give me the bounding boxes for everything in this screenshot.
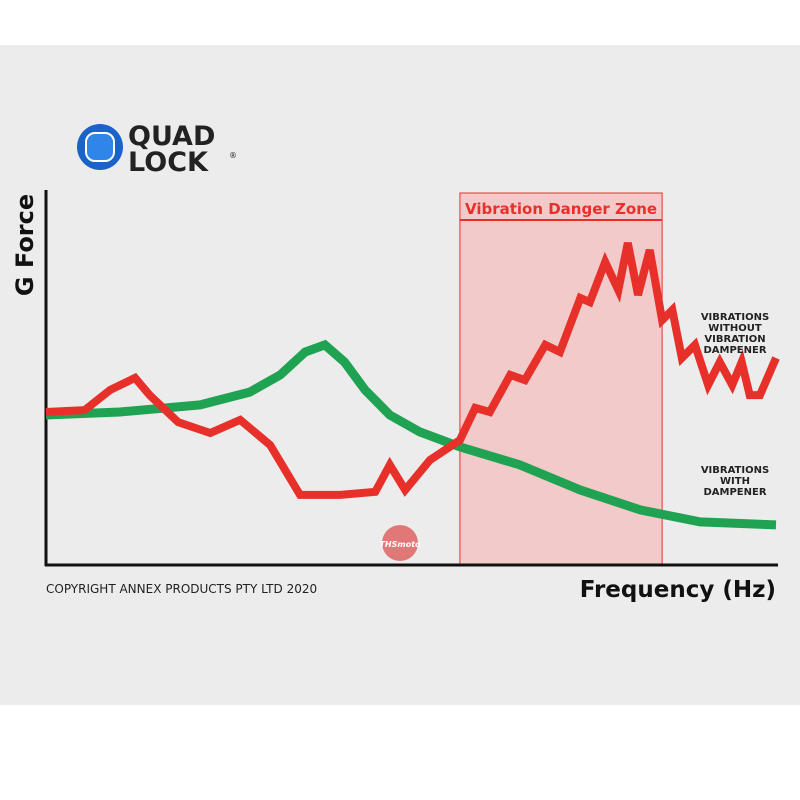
y-axis-label: G Force [11,194,39,296]
copyright: COPYRIGHT ANNEX PRODUCTS PTY LTD 2020 [46,582,317,596]
series-line [45,339,777,530]
legend-entry: VIBRATIONS WITH DAMPENER [700,465,770,498]
legend-entry: VIBRATIONS WITHOUT VIBRATION DAMPENER [700,312,770,356]
logo-mark: ® [229,151,237,160]
x-axis-label: Frequency (Hz) [580,577,776,603]
zone-label: Vibration Danger Zone [465,200,657,218]
logo-icon-inner [85,132,115,162]
logo-text: QUAD [128,121,215,152]
watermark-badge [382,525,418,561]
series-line [45,242,780,499]
watermark: THSmoto [379,540,421,549]
logo-text: LOCK [128,147,209,178]
